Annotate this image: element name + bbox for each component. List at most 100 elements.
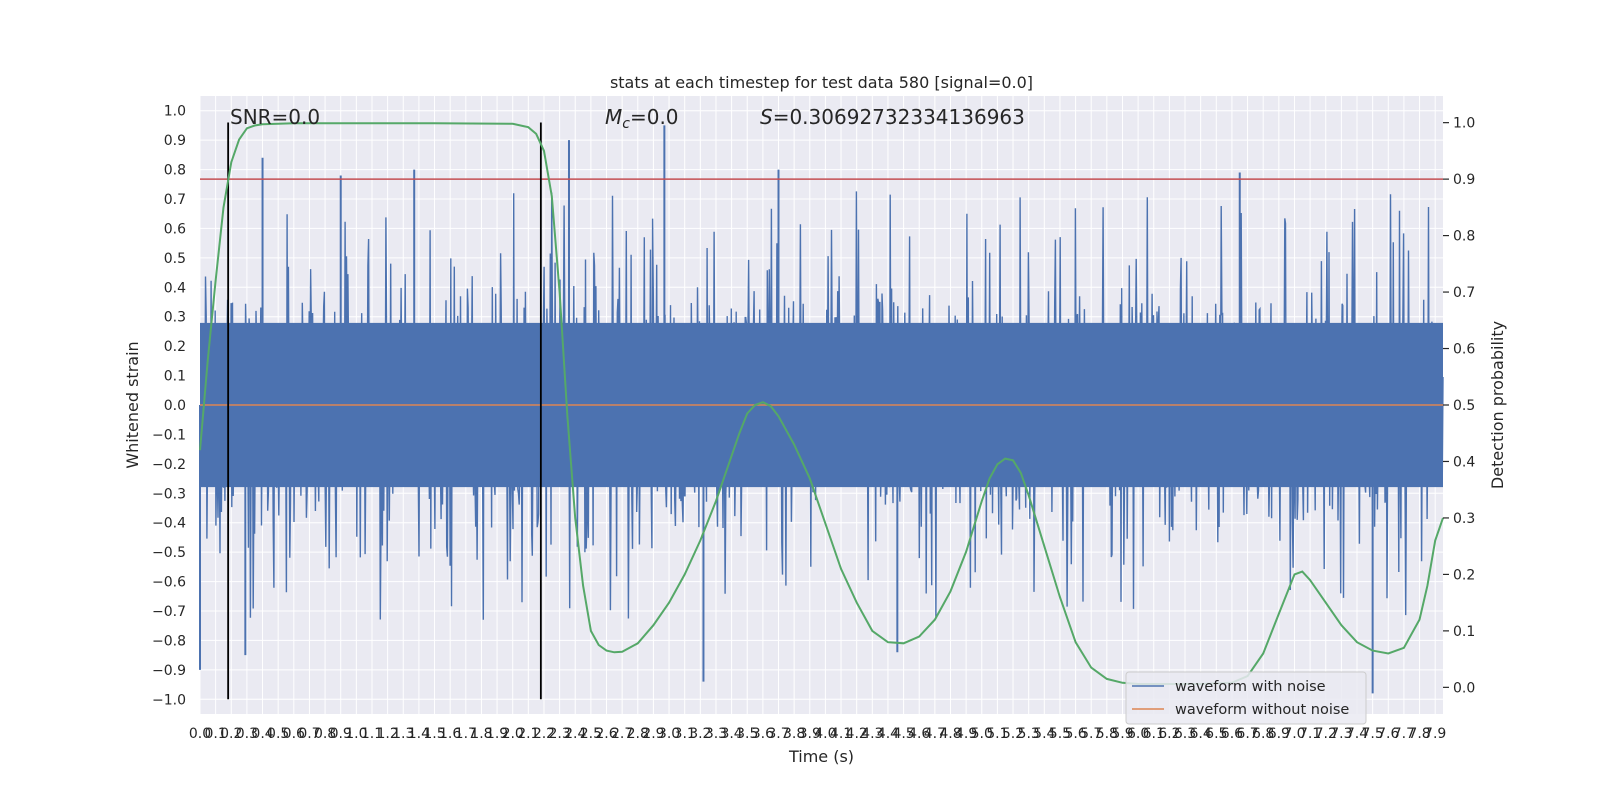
x-tick-label: 4.3 <box>861 726 883 742</box>
x-tick-label: 0.1 <box>205 726 227 742</box>
x-tick-label: 0.5 <box>267 726 289 742</box>
chirp-mass-subscript: c <box>622 116 630 132</box>
y2-tick-label: 0.6 <box>1453 342 1475 358</box>
x-tick-label: 3.1 <box>674 726 696 742</box>
x-tick-label: 1.9 <box>486 726 508 742</box>
x-tick-label: 5.7 <box>1080 726 1102 742</box>
x-tick-label: 6.9 <box>1268 726 1290 742</box>
snr-annotation: SNR=0.0 <box>230 105 320 129</box>
x-tick-label: 6.7 <box>1236 726 1258 742</box>
chirp-mass-value: =0.0 <box>630 105 679 129</box>
x-tick-label: 7.7 <box>1393 726 1415 742</box>
legend-label-clean: waveform without noise <box>1175 702 1349 718</box>
y2-tick-label: 0.7 <box>1453 285 1475 301</box>
y-tick-label: 0.5 <box>164 251 186 267</box>
x-tick-label: 1.4 <box>408 726 430 742</box>
x-tick-label: 7.4 <box>1346 726 1368 742</box>
x-tick-label: 7.3 <box>1330 726 1352 742</box>
x-tick-label: 4.6 <box>908 726 930 742</box>
x-tick-label: 5.6 <box>1064 726 1086 742</box>
x-tick-label: 2.6 <box>595 726 617 742</box>
x-tick-label: 1.5 <box>423 726 445 742</box>
x-tick-label: 1.8 <box>470 726 492 742</box>
x-tick-label: 3.7 <box>767 726 789 742</box>
x-tick-label: 5.2 <box>1002 726 1024 742</box>
y2-tick-label: 0.9 <box>1453 172 1475 188</box>
detection-probability-line <box>199 122 1444 685</box>
y-tick-label: 0.2 <box>164 339 186 355</box>
x-tick-label: 4.4 <box>877 726 899 742</box>
x-tick-label: 7.9 <box>1424 726 1446 742</box>
y-tick-label: 0.7 <box>164 192 186 208</box>
y2-tick-label: 0.2 <box>1453 567 1475 583</box>
x-tick-label: 2.3 <box>548 726 570 742</box>
x-tick-label: 3.6 <box>752 726 774 742</box>
y-tick-label: −0.9 <box>152 663 186 679</box>
x-tick-label: 3.8 <box>783 726 805 742</box>
chirp-mass-annotation: Mc=0.0 <box>605 105 679 132</box>
x-tick-label: 0.9 <box>330 726 352 742</box>
y-tick-label: −0.7 <box>152 604 186 620</box>
x-tick-label: 3.9 <box>799 726 821 742</box>
s-value: =0.30692732334136963 <box>773 105 1025 129</box>
x-tick-label: 3.4 <box>720 726 742 742</box>
y-tick-label: 0.0 <box>164 398 186 414</box>
legend: waveform with noise waveform without noi… <box>1125 671 1367 725</box>
x-tick-label: 1.3 <box>392 726 414 742</box>
reference-lines <box>200 122 1443 700</box>
y-tick-label: −0.5 <box>152 545 186 561</box>
x-tick-label: 2.4 <box>564 726 586 742</box>
x-tick-label: 7.6 <box>1377 726 1399 742</box>
y-tick-label: −0.2 <box>152 457 186 473</box>
s-symbol: S <box>760 105 773 129</box>
x-tick-label: 2.2 <box>533 726 555 742</box>
y2-tick-label: 1.0 <box>1453 116 1475 132</box>
x-tick-label: 5.1 <box>986 726 1008 742</box>
x-tick-label: 1.6 <box>439 726 461 742</box>
x-tick-label: 3.2 <box>689 726 711 742</box>
x-tick-label: 6.0 <box>1127 726 1149 742</box>
x-tick-label: 4.1 <box>830 726 852 742</box>
x-tick-label: 0.8 <box>314 726 336 742</box>
y2-tick-label: 0.1 <box>1453 624 1475 640</box>
y-tick-label: 0.8 <box>164 163 186 179</box>
y-axis-label: Whitened strain <box>123 341 142 468</box>
x-tick-label: 7.1 <box>1299 726 1321 742</box>
x-tick-label: 3.3 <box>705 726 727 742</box>
y2-tick-label: 0.4 <box>1453 454 1475 470</box>
x-tick-label: 1.1 <box>361 726 383 742</box>
x-tick-label: 4.0 <box>814 726 836 742</box>
detection-probability-series <box>199 122 1444 685</box>
y-axis-ticks: 1.0 0.9 0.8 0.7 0.6 0.5 0.4 0.3 0.2 0.1 0.0 −0.1 −0.… <box>152 104 186 709</box>
x-tick-label: 6.6 <box>1221 726 1243 742</box>
y-tick-label: −0.3 <box>152 486 186 502</box>
x-tick-label: 6.8 <box>1252 726 1274 742</box>
x-tick-label: 7.5 <box>1362 726 1384 742</box>
x-tick-label: 6.5 <box>1205 726 1227 742</box>
legend-box <box>1125 671 1367 725</box>
x-tick-label: 2.5 <box>580 726 602 742</box>
y-tick-label: 0.4 <box>164 280 186 296</box>
x-tick-label: 1.2 <box>376 726 398 742</box>
x-tick-label: 6.3 <box>1174 726 1196 742</box>
x-tick-label: 5.9 <box>1111 726 1133 742</box>
x-tick-label: 1.7 <box>455 726 477 742</box>
x-tick-label: 6.1 <box>1143 726 1165 742</box>
x-tick-label: 4.5 <box>892 726 914 742</box>
chirp-mass-symbol: M <box>605 105 622 129</box>
y2-axis-label: Detection probability <box>1488 321 1507 489</box>
x-tick-label: 6.2 <box>1158 726 1180 742</box>
x-tick-label: 5.4 <box>1033 726 1055 742</box>
x-tick-label: 4.2 <box>846 726 868 742</box>
s-annotation: S=0.30692732334136963 <box>760 105 1025 129</box>
x-tick-label: 2.9 <box>642 726 664 742</box>
x-axis-label: Time (s) <box>788 747 854 766</box>
legend-label-noise: waveform with noise <box>1175 679 1326 695</box>
y-tick-label: −0.4 <box>152 516 186 532</box>
x-tick-label: 0.3 <box>236 726 258 742</box>
x-tick-label: 4.9 <box>955 726 977 742</box>
y-tick-label: 0.6 <box>164 221 186 237</box>
x-tick-label: 2.1 <box>517 726 539 742</box>
y-tick-label: 0.9 <box>164 133 186 149</box>
